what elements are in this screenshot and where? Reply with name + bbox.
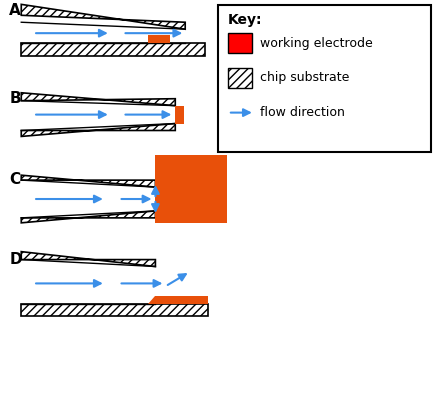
Bar <box>155 155 227 223</box>
Bar <box>175 106 184 124</box>
Text: A: A <box>9 3 21 18</box>
Text: flow direction: flow direction <box>260 106 344 119</box>
Bar <box>21 304 208 316</box>
Polygon shape <box>21 175 155 187</box>
Text: C: C <box>9 172 20 187</box>
Text: working electrode: working electrode <box>260 36 372 50</box>
Bar <box>228 68 252 88</box>
Polygon shape <box>21 4 185 29</box>
Text: chip substrate: chip substrate <box>260 71 349 84</box>
Bar <box>148 35 170 43</box>
Text: B: B <box>9 91 21 106</box>
Polygon shape <box>21 211 155 223</box>
Bar <box>218 5 431 152</box>
Polygon shape <box>21 93 175 106</box>
Bar <box>21 43 205 56</box>
Text: D: D <box>9 252 22 267</box>
Bar <box>228 33 252 53</box>
Text: Key:: Key: <box>228 13 262 27</box>
Polygon shape <box>21 252 155 266</box>
Polygon shape <box>148 296 208 304</box>
Polygon shape <box>21 124 175 136</box>
